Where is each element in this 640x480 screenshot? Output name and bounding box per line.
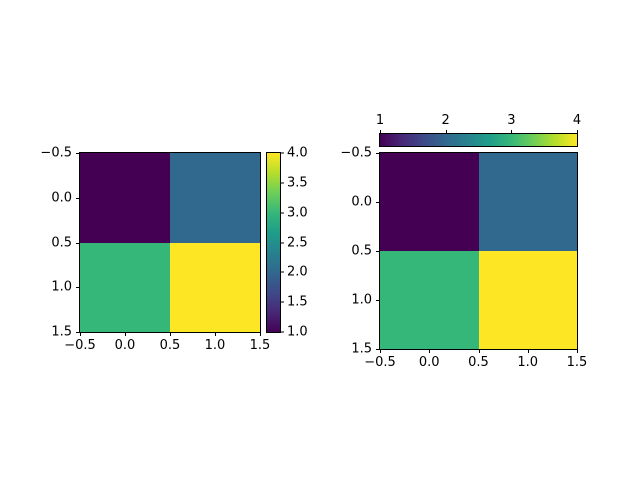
x-axis-tick-label: 1.5 bbox=[249, 338, 271, 353]
colorbar-tick-mark bbox=[280, 152, 284, 154]
colorbar-tick-mark bbox=[511, 130, 513, 134]
y-axis-tick-mark bbox=[376, 349, 380, 350]
x-axis-tick-label: 0.5 bbox=[159, 338, 181, 353]
x-axis-tick-label: 0.0 bbox=[114, 338, 136, 353]
y-axis-tick-label: −0.5 bbox=[340, 145, 372, 161]
colorbar-tick-label: 4 bbox=[572, 113, 582, 128]
y-axis-tick-mark bbox=[376, 202, 380, 203]
colorbar-tick-label: 3 bbox=[507, 113, 516, 128]
colorbar-tick-label: 3.5 bbox=[287, 175, 308, 191]
y-axis-tick-label: 1.5 bbox=[51, 324, 72, 340]
colorbar-tick-mark bbox=[380, 130, 381, 134]
right-heatmap-cells bbox=[380, 153, 577, 349]
colorbar-tick-mark bbox=[280, 271, 284, 273]
heatmap-cell-value-1 bbox=[380, 153, 479, 251]
y-axis-tick-mark bbox=[76, 332, 80, 333]
x-axis-tick-mark bbox=[170, 332, 171, 336]
y-axis-tick-label: 1.0 bbox=[51, 279, 72, 295]
y-axis-tick-mark bbox=[376, 300, 380, 301]
heatmap-cell-value-2 bbox=[170, 153, 260, 243]
colorbar-tick-label: 1 bbox=[375, 113, 385, 128]
heatmap-cell-value-1 bbox=[80, 153, 170, 243]
colorbar-tick-mark bbox=[280, 212, 284, 214]
colorbar-tick-mark bbox=[280, 242, 284, 243]
left-vertical-colorbar: 4.0 3.5 3.0 2.5 2.0 1.5 1.0 bbox=[266, 147, 308, 339]
x-axis-tick-mark bbox=[380, 349, 381, 353]
left-heatmap-axes: −0.5 0.0 0.5 1.0 1.5 −0.5 0.0 0.5 1.0 1.5 bbox=[40, 147, 270, 353]
y-axis-tick-mark bbox=[376, 251, 380, 252]
x-axis-tick-mark bbox=[429, 349, 431, 353]
colorbar-tick-label: 1.0 bbox=[287, 324, 308, 340]
x-axis-tick-label: 1.5 bbox=[566, 355, 588, 370]
y-axis-tick-mark bbox=[76, 197, 80, 199]
colorbar-tick-mark bbox=[280, 331, 284, 333]
right-heatmap-axes: −0.5 0.0 0.5 1.0 1.5 −0.5 0.0 0.5 1.0 1.5 bbox=[340, 147, 587, 370]
y-axis-tick-mark bbox=[76, 287, 80, 289]
x-axis-tick-mark bbox=[215, 332, 216, 336]
heatmap-cell-value-3 bbox=[380, 251, 479, 349]
y-axis-tick-label: −0.5 bbox=[40, 145, 72, 161]
colorbar-tick-label: 2.5 bbox=[287, 235, 308, 250]
x-axis-tick-mark bbox=[125, 332, 126, 336]
x-axis-tick-mark bbox=[260, 332, 261, 336]
y-axis-tick-label: 1.5 bbox=[351, 341, 372, 357]
colorbar-tick-label: 3.0 bbox=[287, 205, 308, 221]
colorbar-tick-mark bbox=[577, 130, 578, 134]
x-axis-tick-label: 1.0 bbox=[204, 338, 226, 353]
heatmap-cell-value-3 bbox=[80, 242, 170, 332]
x-axis-tick-label: 0.0 bbox=[418, 355, 440, 370]
colorbar-tick-label: 2.0 bbox=[287, 264, 308, 280]
x-axis-tick-mark bbox=[80, 332, 81, 336]
x-axis-tick-mark bbox=[478, 349, 480, 353]
colorbar-tick-mark bbox=[280, 182, 284, 184]
colorbar-tick-mark bbox=[280, 301, 284, 303]
y-axis-tick-label: 0.5 bbox=[51, 235, 72, 250]
x-axis-tick-label: 0.5 bbox=[468, 355, 489, 370]
left-heatmap-cells bbox=[80, 153, 260, 332]
heatmap-cell-value-4 bbox=[170, 242, 260, 332]
heatmap-cell-value-4 bbox=[478, 251, 577, 349]
y-axis-tick-mark bbox=[76, 242, 80, 244]
colorbar-tick-label: 2 bbox=[441, 113, 450, 128]
colorbar-tick-mark bbox=[445, 130, 447, 134]
x-axis-tick-mark bbox=[527, 349, 529, 353]
right-horizontal-colorbar: 1 2 3 4 bbox=[376, 114, 581, 147]
x-axis-tick-label: −0.5 bbox=[64, 338, 96, 353]
colorbar-tick-label: 1.5 bbox=[287, 294, 308, 310]
y-axis-tick-mark bbox=[76, 153, 80, 154]
x-axis-tick-label: 1.0 bbox=[517, 355, 539, 370]
x-axis-tick-mark bbox=[577, 349, 578, 353]
heatmap-cell-value-2 bbox=[478, 153, 577, 251]
colorbar-tick-label: 4.0 bbox=[287, 145, 308, 161]
y-axis-tick-label: 0.5 bbox=[351, 243, 372, 259]
y-axis-tick-label: 0.0 bbox=[351, 194, 372, 210]
y-axis-tick-mark bbox=[376, 153, 380, 154]
y-axis-tick-label: 0.0 bbox=[51, 190, 72, 206]
x-axis-tick-label: −0.5 bbox=[364, 355, 396, 370]
y-axis-tick-label: 1.0 bbox=[351, 292, 372, 308]
